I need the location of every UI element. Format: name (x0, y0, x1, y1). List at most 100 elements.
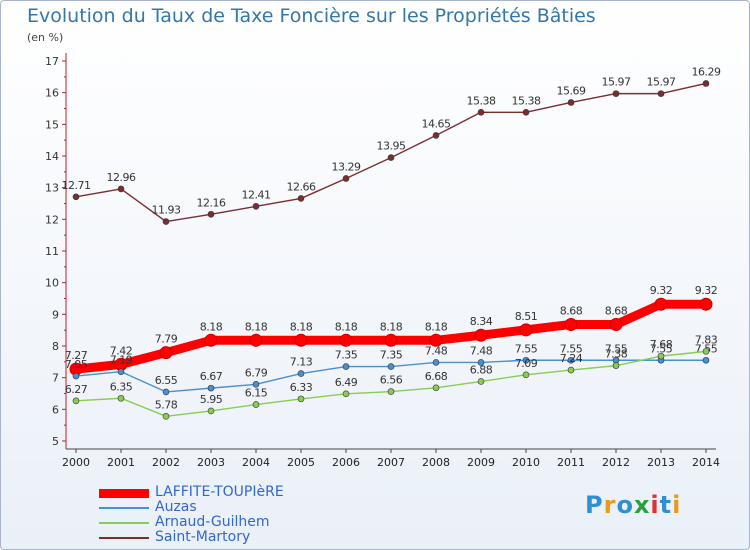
data-point (342, 390, 350, 398)
data-label: 6.49 (335, 376, 358, 389)
data-label: 8.18 (245, 320, 268, 333)
series-4: 12.71 12.96 11.93 12.16 12.41 12.66 13.29 13.95… (62, 65, 721, 225)
data-label: 7.55 (605, 342, 628, 355)
data-point (252, 203, 260, 210)
data-point (477, 359, 485, 366)
data-point (429, 333, 443, 347)
data-point (699, 297, 713, 311)
data-point (654, 297, 668, 311)
data-point (519, 323, 533, 337)
data-label: 6.56 (380, 374, 403, 387)
data-point (477, 378, 485, 385)
data-point (72, 372, 80, 380)
data-point (117, 368, 125, 375)
series-2: 7.05 7.19 6.55 6.67 6.79 7.13 7.35 7.35 7.48 7.48… (65, 342, 718, 396)
data-point (702, 356, 710, 364)
y-tick-label: 7 (52, 372, 59, 385)
data-point (522, 356, 530, 364)
legend-swatch (99, 488, 149, 498)
data-point (72, 193, 80, 201)
x-tick-label: 2008 (422, 456, 450, 469)
data-label: 12.41 (242, 188, 271, 201)
data-label: 6.55 (155, 374, 178, 387)
data-point (522, 109, 530, 116)
data-label: 14.65 (422, 117, 451, 130)
data-label: 7.55 (515, 342, 538, 355)
data-point (252, 381, 260, 388)
logo-letter: r (603, 491, 617, 519)
data-label: 8.51 (515, 310, 538, 323)
legend-label: Arnaud-Guilhem (155, 514, 270, 530)
y-tick-label: 5 (52, 435, 59, 448)
legend-swatch (99, 522, 149, 524)
data-label: 7.38 (605, 348, 628, 361)
logo-letter: o (616, 491, 634, 519)
data-point (117, 185, 125, 193)
x-tick-label: 2010 (512, 456, 540, 469)
data-point (612, 362, 620, 369)
y-tick-label: 14 (45, 150, 59, 163)
data-label: 9.32 (695, 284, 718, 297)
data-point (567, 366, 575, 374)
data-label: 12.16 (197, 196, 226, 209)
x-tick-label: 2001 (107, 456, 135, 469)
data-label: 6.27 (65, 383, 88, 396)
series-3: 6.27 6.35 5.78 5.95 6.15 6.33 6.49 6.56 6.68 6.88… (65, 333, 718, 420)
data-label: 8.18 (290, 320, 313, 333)
data-label: 7.55 (560, 342, 583, 355)
data-label: 7.09 (515, 357, 538, 370)
data-point (612, 90, 620, 97)
x-tick-label: 2011 (557, 456, 585, 469)
data-label: 8.34 (470, 315, 493, 328)
data-label: 6.67 (200, 370, 223, 383)
data-label: 8.18 (425, 320, 448, 333)
data-label: 7.13 (290, 356, 313, 369)
y-tick-label: 17 (45, 55, 59, 68)
x-tick-label: 2000 (62, 456, 90, 469)
data-label: 7.48 (425, 344, 448, 357)
logo-letter: P (585, 491, 604, 519)
data-label: 7.35 (335, 349, 358, 362)
data-point (432, 132, 440, 139)
y-tick-label: 8 (52, 340, 59, 353)
data-label: 5.95 (200, 393, 223, 406)
x-tick-label: 2004 (242, 456, 270, 469)
x-tick-label: 2007 (377, 456, 405, 469)
data-label: 8.68 (605, 304, 628, 317)
data-label: 13.95 (377, 140, 406, 153)
data-point (432, 384, 440, 392)
data-point (117, 394, 125, 402)
data-point (564, 317, 578, 331)
y-tick-label: 16 (45, 87, 59, 100)
x-tick-label: 2003 (197, 456, 225, 469)
x-tick-label: 2005 (287, 456, 315, 469)
x-tick-label: 2002 (152, 456, 180, 469)
data-point (207, 407, 215, 415)
logo-letter: x (633, 491, 651, 519)
x-tick-label: 2014 (692, 456, 720, 469)
data-label: 12.96 (107, 171, 136, 184)
data-label: 7.27 (65, 349, 88, 362)
data-point (387, 363, 395, 370)
legend-label: Auzas (155, 499, 197, 515)
data-point (339, 333, 353, 347)
data-point (387, 154, 395, 161)
data-point (657, 352, 665, 360)
data-label: 15.97 (647, 76, 676, 89)
data-label: 7.35 (380, 349, 403, 362)
data-point (522, 371, 530, 379)
legend-label: Saint-Martory (155, 529, 251, 545)
data-point (384, 333, 398, 347)
data-label: 8.68 (560, 304, 583, 317)
data-label: 6.68 (425, 370, 448, 383)
data-label: 13.29 (332, 160, 361, 173)
legend-swatch (99, 537, 149, 539)
data-point (342, 363, 350, 370)
data-point (72, 397, 80, 405)
data-label: 9.32 (650, 284, 673, 297)
data-point (702, 80, 710, 87)
data-point (249, 333, 263, 347)
series-1: 7.27 7.42 7.79 8.18 8.18 8.18 8.18 8.18 8.18 8.34… (65, 284, 718, 376)
